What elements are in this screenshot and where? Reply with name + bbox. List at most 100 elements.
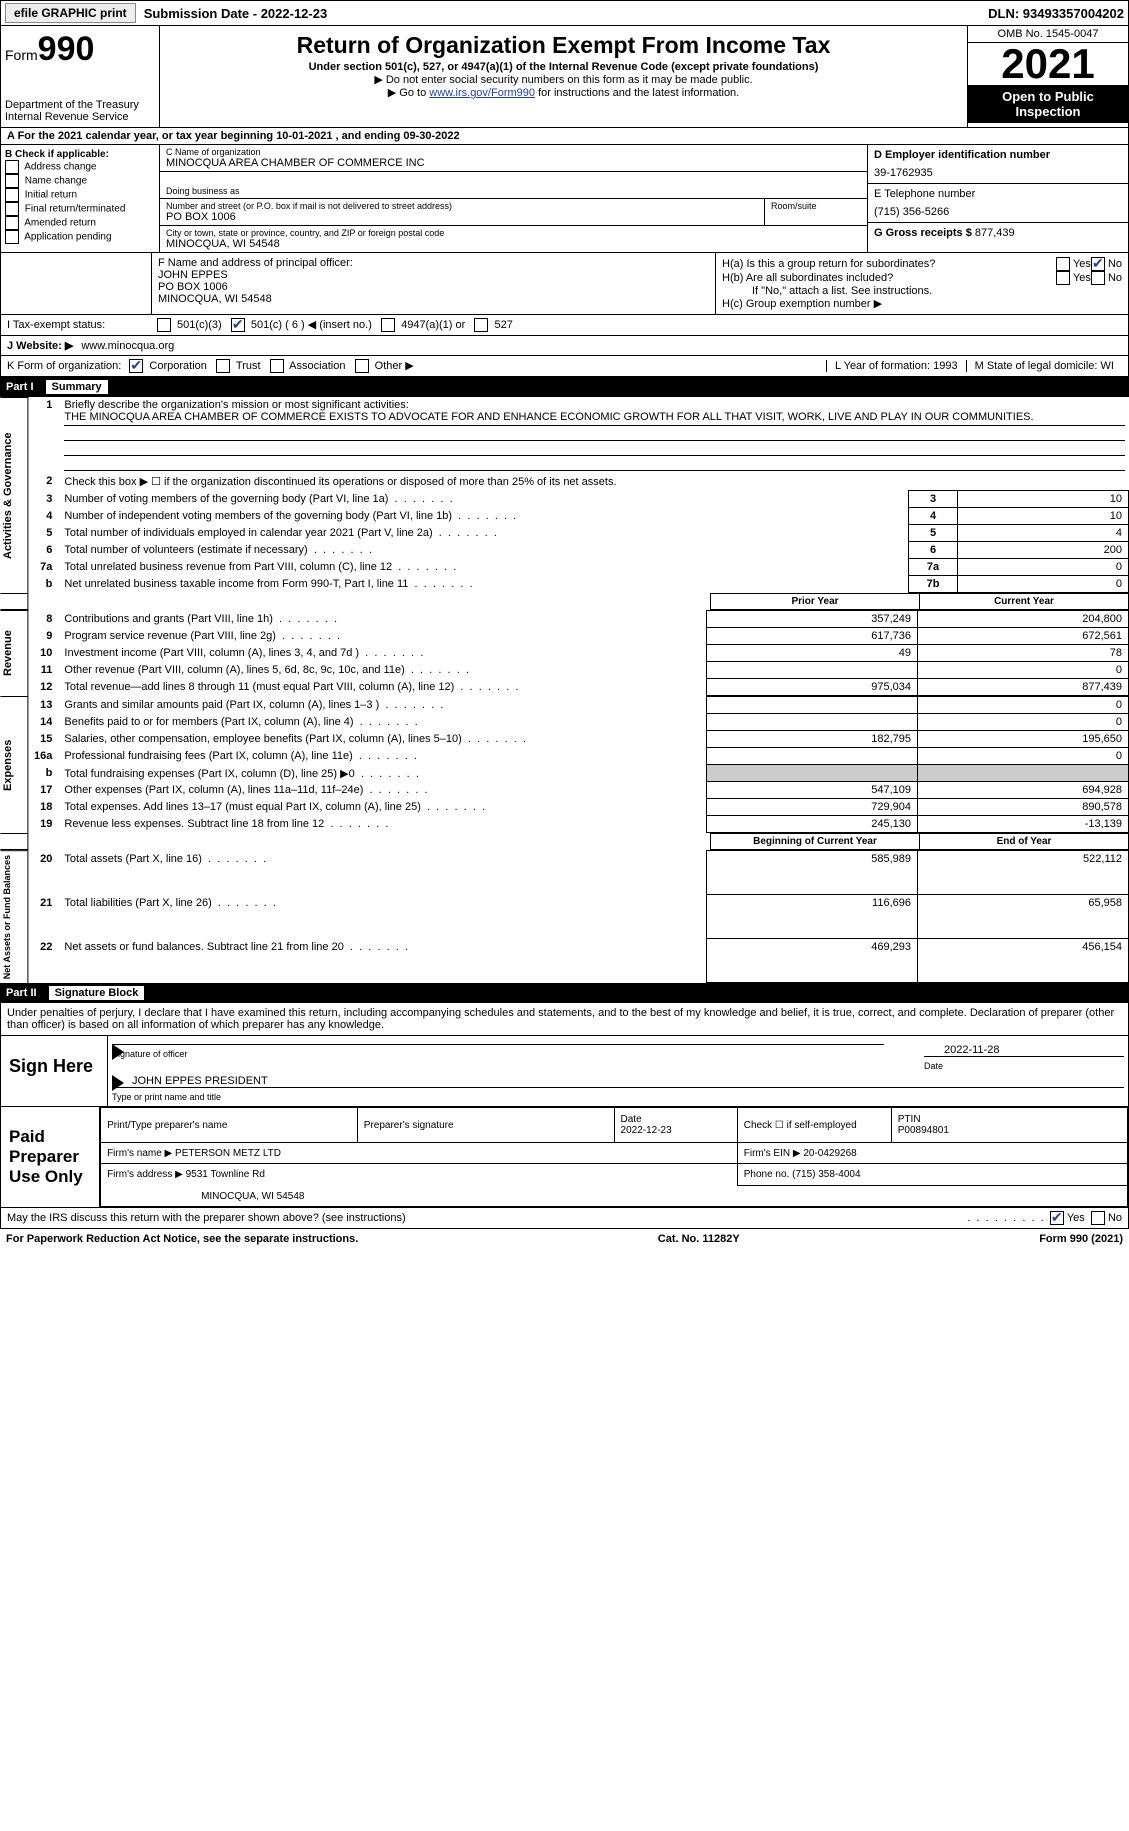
checkbox[interactable] bbox=[157, 318, 171, 332]
checkbox[interactable] bbox=[5, 160, 19, 174]
hb-no[interactable] bbox=[1091, 271, 1105, 285]
ein-label: D Employer identification number bbox=[874, 149, 1122, 161]
header-right: OMB No. 1545-0047 2021 Open to Public In… bbox=[967, 26, 1128, 127]
preparer-section: Paid Preparer Use Only Print/Type prepar… bbox=[0, 1107, 1129, 1208]
vert-net: Net Assets or Fund Balances bbox=[0, 850, 28, 983]
arrow-icon bbox=[112, 1044, 124, 1060]
firm-name: PETERSON METZ LTD bbox=[175, 1148, 281, 1159]
b-label: B Check if applicable: bbox=[5, 149, 155, 160]
m-label: M State of legal domicile: bbox=[975, 360, 1098, 372]
checkbox[interactable] bbox=[5, 188, 19, 202]
efile-btn[interactable]: efile GRAPHIC print bbox=[5, 3, 136, 23]
sig-officer-label: Signature of officer bbox=[112, 1049, 884, 1059]
f-label: F Name and address of principal officer: bbox=[158, 257, 709, 269]
sign-section: Sign Here Signature of officer 2022-11-2… bbox=[0, 1036, 1129, 1107]
line-j: J Website: ▶ www.minocqua.org bbox=[0, 336, 1129, 356]
irs-link[interactable]: www.irs.gov/Form990 bbox=[429, 87, 535, 99]
may-no[interactable] bbox=[1091, 1211, 1105, 1225]
form-label: Form bbox=[5, 47, 38, 63]
line-i: I Tax-exempt status: 501(c)(3) 501(c) ( … bbox=[0, 315, 1129, 336]
subtitle: Under section 501(c), 527, or 4947(a)(1)… bbox=[164, 61, 963, 73]
checkbox[interactable] bbox=[355, 359, 369, 373]
footer: For Paperwork Reduction Act Notice, see … bbox=[0, 1229, 1129, 1249]
prep-table: Print/Type preparer's name Preparer's si… bbox=[100, 1107, 1128, 1207]
type-name-label: Type or print name and title bbox=[112, 1092, 1124, 1102]
net-table: 20Total assets (Part X, line 16) . . . .… bbox=[28, 850, 1129, 983]
ha-no[interactable] bbox=[1091, 257, 1105, 271]
line-a: A For the 2021 calendar year, or tax yea… bbox=[0, 128, 1129, 145]
gross: 877,439 bbox=[975, 227, 1015, 239]
tel-label: E Telephone number bbox=[874, 188, 1122, 200]
sign-here: Sign Here bbox=[1, 1036, 108, 1106]
checkbox[interactable] bbox=[5, 216, 19, 230]
m-val: WI bbox=[1101, 360, 1114, 372]
checkbox[interactable] bbox=[5, 174, 19, 188]
begin-hdr: Beginning of Current Year bbox=[711, 834, 920, 850]
j-label: J Website: ▶ bbox=[7, 339, 73, 352]
checkbox[interactable] bbox=[216, 359, 230, 373]
prep-date: 2022-12-23 bbox=[621, 1125, 672, 1136]
officer-addr1: PO BOX 1006 bbox=[158, 281, 709, 293]
tel: (715) 356-5266 bbox=[874, 206, 1122, 218]
may-irs-row: May the IRS discuss this return with the… bbox=[0, 1208, 1129, 1229]
paid-label: Paid Preparer Use Only bbox=[1, 1107, 100, 1207]
checkbox[interactable] bbox=[270, 359, 284, 373]
gross-label: G Gross receipts $ bbox=[874, 227, 972, 239]
line2: Check this box ▶ ☐ if the organization d… bbox=[60, 473, 1128, 491]
part2-name: Signature Block bbox=[49, 986, 145, 1000]
header: Form990 Department of the Treasury Inter… bbox=[0, 26, 1129, 128]
website: www.minocqua.org bbox=[81, 340, 174, 352]
hb-note: If "No," attach a list. See instructions… bbox=[722, 285, 1122, 297]
addr: PO BOX 1006 bbox=[166, 211, 758, 223]
section-h: H(a) Is this a group return for subordin… bbox=[715, 253, 1128, 314]
addr-label: Number and street (or P.O. box if mail i… bbox=[166, 201, 758, 211]
gov-table: 1 Briefly describe the organization's mi… bbox=[28, 397, 1129, 593]
note1: ▶ Do not enter social security numbers o… bbox=[164, 73, 963, 86]
title: Return of Organization Exempt From Incom… bbox=[164, 32, 963, 59]
vert-exp: Expenses bbox=[0, 696, 28, 833]
checkbox[interactable] bbox=[129, 359, 143, 373]
dept: Department of the Treasury Internal Reve… bbox=[5, 99, 155, 123]
part1-header: Part I Summary bbox=[0, 377, 1129, 397]
note2: ▶ Go to www.irs.gov/Form990 for instruct… bbox=[164, 86, 963, 99]
footer-left: For Paperwork Reduction Act Notice, see … bbox=[6, 1233, 358, 1245]
ptin: P00894801 bbox=[898, 1125, 949, 1136]
top-bar: efile GRAPHIC print Submission Date - 20… bbox=[0, 0, 1129, 26]
k-label: K Form of organization: bbox=[7, 360, 121, 372]
checkbox[interactable] bbox=[5, 230, 19, 244]
dln: DLN: 93493357004202 bbox=[988, 6, 1124, 21]
part1-num: Part I bbox=[6, 381, 34, 393]
officer-addr2: MINOCQUA, WI 54548 bbox=[158, 293, 709, 305]
section-f: F Name and address of principal officer:… bbox=[152, 253, 715, 314]
line1-label: Briefly describe the organization's miss… bbox=[64, 399, 408, 411]
checkbox[interactable] bbox=[381, 318, 395, 332]
col-c: C Name of organization MINOCQUA AREA CHA… bbox=[160, 145, 867, 252]
firm-ein: 20-0429268 bbox=[803, 1148, 856, 1159]
sig-date: 2022-11-28 bbox=[924, 1044, 1124, 1057]
checkbox[interactable] bbox=[474, 318, 488, 332]
vert-rev: Revenue bbox=[0, 610, 28, 696]
firm-addr: 9531 Townline Rd bbox=[186, 1169, 265, 1180]
arrow-icon bbox=[112, 1075, 124, 1091]
hc: H(c) Group exemption number ▶ bbox=[722, 297, 1122, 310]
ein: 39-1762935 bbox=[874, 167, 1122, 179]
check-self: Check ☐ if self-employed bbox=[737, 1108, 891, 1143]
hb-yes[interactable] bbox=[1056, 271, 1070, 285]
checkbox[interactable] bbox=[231, 318, 245, 332]
header-left: Form990 Department of the Treasury Inter… bbox=[1, 26, 160, 127]
may-yes[interactable] bbox=[1050, 1211, 1064, 1225]
firm-phone: (715) 358-4004 bbox=[792, 1169, 860, 1180]
header-mid: Return of Organization Exempt From Incom… bbox=[160, 26, 967, 127]
end-hdr: End of Year bbox=[920, 834, 1129, 850]
tax-year: 2021 bbox=[968, 43, 1128, 85]
city-label: City or town, state or province, country… bbox=[166, 228, 861, 238]
part2-header: Part II Signature Block bbox=[0, 983, 1129, 1003]
officer-typed: JOHN EPPES PRESIDENT bbox=[132, 1075, 268, 1087]
prior-hdr: Prior Year bbox=[711, 594, 920, 610]
org-name: MINOCQUA AREA CHAMBER OF COMMERCE INC bbox=[166, 157, 861, 169]
current-hdr: Current Year bbox=[920, 594, 1129, 610]
i-label: I Tax-exempt status: bbox=[7, 319, 157, 331]
ha-yes[interactable] bbox=[1056, 257, 1070, 271]
checkbox[interactable] bbox=[5, 202, 19, 216]
may-irs: May the IRS discuss this return with the… bbox=[7, 1212, 967, 1224]
